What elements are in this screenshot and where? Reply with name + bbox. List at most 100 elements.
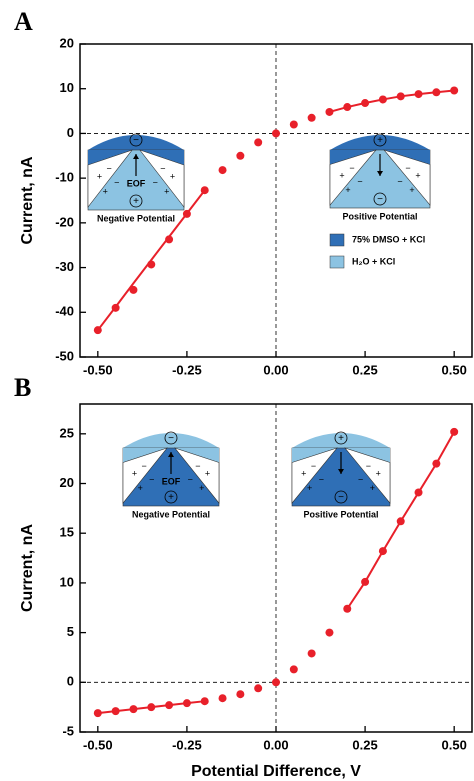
x-tick-label: 0.00 <box>263 737 288 752</box>
charge-sign: + <box>370 483 375 493</box>
ion-circle <box>129 194 143 208</box>
data-point <box>236 151 245 160</box>
panel-label: B <box>14 373 31 402</box>
charge-sign: + <box>307 483 312 493</box>
y-tick-label: 0 <box>67 674 74 689</box>
charge-sign: + <box>138 483 143 493</box>
data-point <box>361 99 370 108</box>
fit-line <box>97 89 455 331</box>
inset-membrane <box>87 149 134 208</box>
annotation: Negative Potential <box>132 509 210 519</box>
inset-dome <box>292 433 390 448</box>
x-tick-label: -0.25 <box>172 362 202 377</box>
x-axis-label: Potential Difference, V <box>191 763 361 780</box>
x-tick-label: 0.00 <box>263 362 288 377</box>
arrow-head <box>133 154 139 159</box>
data-point <box>272 678 280 687</box>
data-point <box>236 690 245 699</box>
y-axis-label: Current, nA <box>19 524 36 612</box>
y-tick-label: 15 <box>60 525 74 540</box>
charge-sign: + <box>170 171 175 181</box>
x-tick-label: 0.25 <box>352 737 377 752</box>
data-point <box>129 285 138 294</box>
y-tick-label: -5 <box>62 723 74 738</box>
annotation: Positive Potential <box>303 509 378 519</box>
charge-sign: − <box>141 461 146 471</box>
y-tick-label: -50 <box>55 348 74 363</box>
data-point <box>254 138 263 147</box>
charge-sign: + <box>376 468 381 478</box>
data-point <box>361 577 370 586</box>
inset-membrane <box>138 149 185 208</box>
charge-sign: + <box>409 185 414 195</box>
data-point <box>218 166 227 175</box>
inset-membrane <box>173 447 220 504</box>
annotation: EOF <box>127 178 146 188</box>
charge-sign: − <box>357 176 362 186</box>
inset-dome <box>330 135 430 150</box>
data-point <box>111 707 120 716</box>
data-point <box>129 705 138 714</box>
y-tick-label: 10 <box>60 80 74 95</box>
charge-sign: + <box>339 170 344 180</box>
charge-sign: − <box>349 163 354 173</box>
y-tick-label: 10 <box>60 574 74 589</box>
ion-circle <box>164 490 178 504</box>
data-point <box>200 697 209 706</box>
ion-sign: + <box>168 492 174 503</box>
inset-membrane <box>344 447 391 504</box>
data-point <box>396 92 405 101</box>
charge-sign: − <box>311 461 316 471</box>
charge-sign: + <box>199 483 204 493</box>
data-point <box>93 326 102 335</box>
inset-membrane <box>383 149 431 206</box>
data-point <box>432 88 441 97</box>
data-point <box>93 709 102 718</box>
x-tick-label: 0.50 <box>442 362 467 377</box>
data-point <box>147 260 156 269</box>
legend-label: 75% DMSO + KCl <box>352 234 425 244</box>
inset-diagram: +−+−−+−++−Positive Potential <box>329 133 431 221</box>
y-tick-label: -10 <box>55 170 74 185</box>
data-point <box>396 517 405 526</box>
ion-circle <box>373 133 387 147</box>
inset-dome <box>88 135 184 150</box>
charge-sign: − <box>366 461 371 471</box>
ion-sign: − <box>338 492 344 503</box>
ion-sign: − <box>168 433 174 444</box>
y-tick-label: 0 <box>67 125 74 140</box>
ion-sign: + <box>133 196 139 207</box>
data-point <box>307 113 316 122</box>
charge-sign: − <box>153 177 158 187</box>
y-tick-label: 20 <box>60 475 74 490</box>
charge-sign: + <box>345 185 350 195</box>
x-tick-label: -0.50 <box>83 362 113 377</box>
charge-sign: − <box>397 176 402 186</box>
x-tick-label: -0.25 <box>172 737 202 752</box>
data-point <box>414 488 423 497</box>
y-tick-label: 20 <box>60 35 74 50</box>
charge-sign: + <box>103 186 108 196</box>
charge-sign: − <box>405 163 410 173</box>
y-tick-label: 5 <box>67 624 74 639</box>
ion-circle <box>373 192 387 206</box>
arrow-head <box>338 469 344 474</box>
panel-label: A <box>14 7 33 36</box>
data-point <box>111 303 120 312</box>
data-point <box>325 107 334 116</box>
charge-sign: − <box>358 474 363 484</box>
y-tick-label: -40 <box>55 304 74 319</box>
y-axis-label: Current, nA <box>19 156 36 244</box>
charge-sign: + <box>301 468 306 478</box>
charge-sign: − <box>160 164 165 174</box>
data-point <box>325 628 334 637</box>
charge-sign: + <box>205 468 210 478</box>
ion-circle <box>129 133 143 147</box>
ion-circle <box>164 431 178 445</box>
data-point <box>254 684 263 693</box>
data-point <box>200 186 209 195</box>
ion-sign: + <box>338 433 344 444</box>
